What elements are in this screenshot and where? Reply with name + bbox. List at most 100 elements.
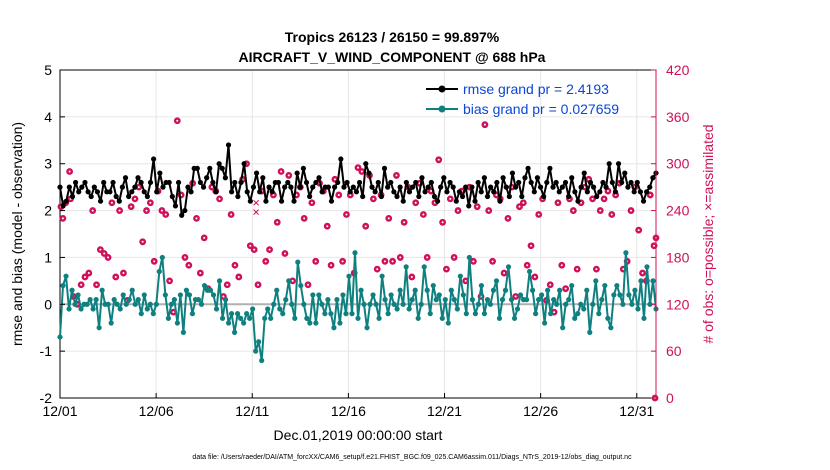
obs-possible-center xyxy=(483,123,486,126)
rmse-point xyxy=(640,198,647,204)
obs-possible-center xyxy=(530,244,533,247)
rmse-point xyxy=(69,193,76,200)
bias-point xyxy=(183,287,190,293)
obs-possible-point xyxy=(485,207,493,214)
rmse-point xyxy=(597,189,603,195)
bias-point xyxy=(156,268,162,275)
rmse-point xyxy=(634,179,640,186)
bias-point xyxy=(391,301,397,307)
rmse-point xyxy=(500,175,506,181)
bias-point xyxy=(120,292,126,298)
bias-point xyxy=(403,264,409,270)
grid xyxy=(59,69,656,399)
obs-possible-point xyxy=(608,211,616,218)
rmse-point xyxy=(453,198,459,204)
bias-point xyxy=(331,325,337,331)
bias-point xyxy=(105,301,111,307)
bias-point xyxy=(283,297,289,303)
rmse-point xyxy=(431,193,438,200)
rmse-point xyxy=(647,184,653,190)
obs-possible-center xyxy=(422,213,425,216)
right-tick-label: 60 xyxy=(666,343,682,359)
bias-point xyxy=(108,320,114,326)
obs-possible-point xyxy=(308,199,316,207)
rmse-point xyxy=(122,175,129,181)
rmse-point xyxy=(615,161,622,167)
rmse-point xyxy=(447,179,453,186)
bias-point xyxy=(526,268,533,275)
rmse-point xyxy=(132,184,138,190)
obs-possible-center xyxy=(495,193,498,196)
obs-possible-point xyxy=(85,269,93,277)
rmse-point xyxy=(116,198,122,204)
bias-point xyxy=(289,301,295,307)
bias-point xyxy=(277,306,283,312)
rmse-point xyxy=(175,179,182,186)
bias-point xyxy=(334,297,340,303)
bias-point xyxy=(111,297,117,303)
bias-point xyxy=(135,297,141,303)
y-axis-label-right: # of obs: o=possible; ×=assimilated xyxy=(700,124,716,343)
bias-point xyxy=(322,311,328,317)
bias-point xyxy=(457,273,463,279)
obs-possible-point xyxy=(535,211,543,218)
obs-possible-center xyxy=(610,213,613,216)
obs-possible-center xyxy=(414,201,417,204)
bias-point xyxy=(313,320,319,326)
obs-possible-center xyxy=(372,197,375,200)
obs-possible-center xyxy=(472,260,475,263)
rmse-point xyxy=(550,184,556,190)
rmse-point xyxy=(612,189,619,195)
obs-possible-center xyxy=(272,193,275,196)
right-tick-label: 120 xyxy=(666,296,690,312)
rmse-point xyxy=(628,179,634,186)
obs-possible-center xyxy=(476,205,479,208)
rmse-point xyxy=(385,184,391,190)
obs-possible-point xyxy=(589,195,596,203)
rmse-point xyxy=(144,193,150,200)
left-tick-label: 2 xyxy=(44,203,52,219)
bias-point xyxy=(207,287,214,293)
rmse-point xyxy=(154,189,160,195)
bias-point xyxy=(563,301,569,307)
obs-possible-point xyxy=(635,226,643,234)
obs-possible-point xyxy=(66,168,74,175)
rmse-point xyxy=(319,189,325,195)
left-tick-label: 3 xyxy=(44,156,52,172)
obs-possible-center xyxy=(518,205,521,208)
bias-point xyxy=(569,282,575,289)
obs-possible-center xyxy=(395,174,398,177)
rmse-point xyxy=(587,179,594,186)
obs-possible-center xyxy=(91,209,94,212)
bias-point xyxy=(421,264,427,270)
bias-point xyxy=(385,311,391,317)
bias-point xyxy=(376,315,382,321)
rmse-point xyxy=(369,184,375,190)
rmse-point xyxy=(434,198,441,204)
bias-point xyxy=(536,297,542,303)
rmse-point xyxy=(497,198,503,204)
obs-possible-center xyxy=(222,295,225,298)
obs-possible-center xyxy=(187,264,190,267)
rmse-point xyxy=(419,175,425,181)
bias-point xyxy=(117,306,123,312)
obs-possible-point xyxy=(193,214,200,222)
rmse-point xyxy=(101,179,107,186)
bias-point xyxy=(481,311,488,317)
bias-point xyxy=(650,278,656,284)
obs-possible-point xyxy=(419,211,427,218)
bias-point xyxy=(99,287,105,293)
bias-point xyxy=(286,278,292,284)
obs-possible-center xyxy=(560,264,563,267)
rmse-point xyxy=(609,179,615,186)
rmse-point xyxy=(494,179,500,186)
rmse-point xyxy=(79,184,85,190)
bias-point xyxy=(165,315,171,321)
legend-rmse-label: rmse grand pr = 2.4193 xyxy=(463,81,609,97)
obs-possible-point xyxy=(439,218,446,226)
rmse-point xyxy=(260,175,266,181)
obs-possible-point xyxy=(519,199,527,207)
rmse-point xyxy=(350,184,356,190)
obs-possible-center xyxy=(137,186,140,189)
obs-possible-point xyxy=(59,214,67,222)
